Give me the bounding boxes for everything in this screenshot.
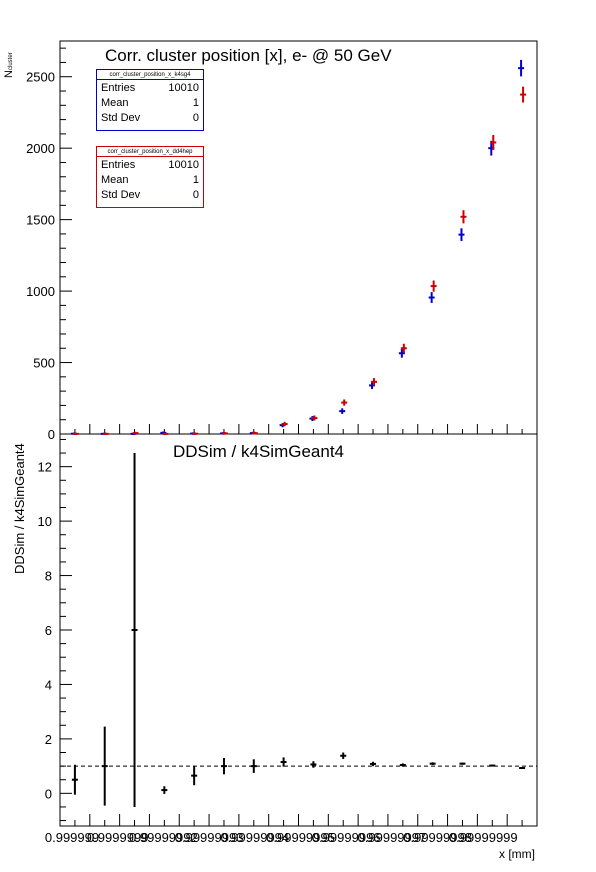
dd4hep-point [400, 343, 407, 353]
k4sg4-point [398, 348, 405, 358]
top-chart-title: Corr. cluster position [x], e- @ 50 GeV [105, 46, 392, 65]
dd4hep-point [311, 415, 318, 421]
stats-value: 1 [192, 97, 199, 109]
x-tick-label: 0.99999998 [403, 830, 472, 845]
stats-box-k4sg4-title: corr_cluster_position_x_k4sg4 [97, 70, 203, 80]
stats-box-k4sg4: corr_cluster_position_x_k4sg4 Entries 100… [96, 69, 204, 131]
top-y-tick-label: 1000 [26, 284, 55, 299]
ratio-data-points [60, 453, 537, 807]
bottom-y-ticks: 0 2 4 6 8 10 12 [38, 438, 72, 822]
stats-value: 10010 [168, 82, 199, 94]
stats-row: Mean 1 [97, 95, 203, 110]
top-y-tick-label: 500 [33, 356, 55, 371]
dd4hep-point [132, 431, 139, 435]
ratio-point [191, 766, 198, 786]
dd4hep-point [371, 378, 378, 386]
top-y-tick-label: 0 [48, 427, 55, 442]
x-tick-labels: 0.9999990.99999990.999999920.999999930.9… [45, 424, 538, 845]
dd4hep-point [520, 86, 527, 103]
bottom-y-axis-label: DDSim / k4SimGeant4 [12, 443, 27, 574]
dd4hep-point [430, 280, 437, 292]
ratio-point [310, 761, 317, 768]
stats-row: Std Dev 0 [97, 110, 203, 125]
stats-row: Entries 10010 [97, 157, 203, 172]
x-tick-label: 0.9999999 [87, 830, 148, 845]
dd4hep-point [221, 432, 228, 435]
bottom-chart-title: DDSim / k4SimGeant4 [173, 442, 344, 461]
ratio-point [459, 762, 466, 765]
stats-value: 0 [192, 189, 199, 201]
bottom-y-tick-label: 6 [45, 623, 52, 638]
ratio-point [101, 726, 108, 806]
ratio-point [161, 786, 168, 794]
top-y-ticks: 0 500 1000 1500 2000 2500 [26, 47, 72, 442]
ratio-point [250, 759, 257, 773]
stats-label: Std Dev [101, 189, 141, 201]
dd4hep-point [281, 421, 288, 427]
ratio-point [489, 764, 496, 767]
x-tick-label: 0.99999999 [449, 830, 518, 845]
stats-label: Mean [101, 174, 129, 186]
k4sg4-point [339, 408, 346, 414]
bottom-y-tick-label: 12 [38, 460, 52, 475]
stats-row: Entries 10010 [97, 80, 203, 95]
bottom-y-tick-label: 4 [45, 677, 52, 692]
k4sg4-point [458, 228, 465, 241]
stats-box-dd4hep: corr_cluster_position_x_dd4hep Entries 10… [96, 146, 204, 208]
top-y-tick-label: 1500 [26, 213, 55, 228]
ratio-point [280, 757, 287, 767]
x-tick-label: 0.99999996 [312, 830, 381, 845]
x-tick-label: 0.99999993 [175, 830, 244, 845]
dd4hep-point [490, 135, 497, 150]
stats-value: 1 [192, 174, 199, 186]
top-data-points [70, 59, 527, 435]
bottom-y-tick-label: 2 [45, 732, 52, 747]
stats-label: Mean [101, 97, 129, 109]
dd4hep-point [102, 432, 109, 435]
x-tick-label: 0.999999 [45, 830, 99, 845]
dd4hep-point [192, 432, 199, 435]
dd4hep-point [460, 210, 467, 224]
bottom-y-tick-label: 8 [45, 569, 52, 584]
x-axis-label: x [mm] [499, 847, 535, 861]
k4sg4-point [518, 59, 525, 77]
stats-value: 10010 [168, 159, 199, 171]
top-y-axis-label: N [3, 70, 15, 78]
k4sg4-point [428, 292, 435, 303]
stats-label: Entries [101, 159, 136, 171]
ratio-point [340, 752, 347, 760]
stats-label: Std Dev [101, 112, 141, 124]
ratio-point [399, 763, 406, 767]
x-tick-label: 0.99999992 [129, 830, 198, 845]
stats-row: Std Dev 0 [97, 187, 203, 202]
top-y-axis-label-sub: cluster [8, 52, 14, 70]
top-y-tick-label: 2000 [26, 141, 55, 156]
ratio-point [429, 762, 436, 766]
x-tick-label: 0.99999997 [358, 830, 427, 845]
stats-value: 0 [192, 112, 199, 124]
bottom-y-tick-label: 0 [45, 786, 52, 801]
ratio-point [220, 757, 227, 775]
stats-box-dd4hep-title: corr_cluster_position_x_dd4hep [97, 147, 203, 157]
dd4hep-point [162, 432, 169, 435]
dd4hep-point [251, 431, 258, 435]
dd4hep-point [341, 399, 348, 406]
stats-row: Mean 1 [97, 172, 203, 187]
ratio-point [370, 761, 377, 767]
ratio-point [131, 453, 138, 807]
stats-label: Entries [101, 82, 136, 94]
x-tick-label: 0.99999995 [266, 830, 335, 845]
dd4hep-point [72, 432, 79, 435]
x-tick-label: 0.99999994 [220, 830, 289, 845]
ratio-point [71, 764, 78, 795]
ratio-point [519, 767, 526, 770]
top-y-tick-label: 2500 [26, 70, 55, 85]
bottom-y-tick-label: 10 [38, 514, 52, 529]
